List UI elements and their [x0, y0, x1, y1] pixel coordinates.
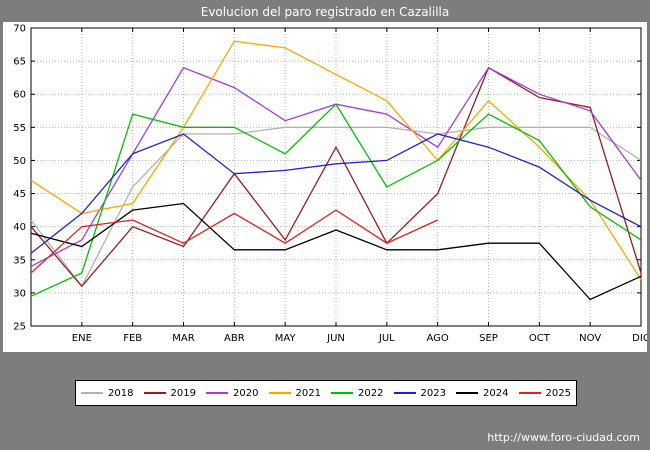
svg-text:65: 65	[13, 57, 26, 68]
legend-entry-2019: 2019	[143, 387, 196, 399]
legend-line-sample	[456, 392, 479, 394]
svg-text:25: 25	[13, 322, 26, 333]
svg-text:ENE: ENE	[72, 333, 92, 344]
legend-entry-2023: 2023	[393, 387, 446, 399]
page-title: Evolucion del paro registrado en Cazalil…	[200, 5, 450, 19]
legend-label: 2020	[233, 387, 259, 399]
svg-text:MAY: MAY	[275, 333, 297, 344]
svg-text:55: 55	[13, 123, 26, 134]
legend-label: 2025	[545, 387, 571, 399]
line-chart: 25 30 35 40 45 50 55 60 65 70 ENE FEB MAR ABR MAY JUN JU…	[13, 24, 650, 345]
chart-panel: 25 30 35 40 45 50 55 60 65 70 ENE FEB MAR ABR MAY JUN JU…	[3, 22, 650, 352]
svg-text:70: 70	[13, 24, 26, 35]
svg-text:60: 60	[13, 90, 26, 101]
legend-line-sample	[518, 392, 541, 394]
legend-entry-2025: 2025	[518, 387, 571, 399]
legend-label: 2019	[170, 387, 196, 399]
svg-text:JUL: JUL	[378, 333, 395, 344]
svg-text:30: 30	[13, 288, 26, 299]
svg-text:SEP: SEP	[479, 333, 498, 344]
legend-line-sample	[268, 392, 291, 394]
legend-entry-2024: 2024	[456, 388, 508, 399]
svg-text:MAR: MAR	[172, 333, 194, 344]
legend-entry-2018: 2018	[81, 388, 133, 399]
svg-text:40: 40	[13, 222, 26, 233]
svg-text:35: 35	[13, 255, 26, 266]
svg-text:NOV: NOV	[579, 333, 601, 344]
svg-text:50: 50	[13, 156, 26, 167]
svg-text:JUN: JUN	[326, 333, 345, 344]
legend-label: 2018	[108, 387, 134, 399]
footer-url: http://www.foro-ciudad.com	[487, 431, 640, 444]
legend-entry-2022: 2022	[331, 388, 383, 399]
legend-label: 2023	[420, 387, 446, 399]
svg-text:OCT: OCT	[529, 333, 551, 344]
legend-label: 2024	[483, 387, 509, 399]
legend-label: 2021	[295, 387, 321, 399]
svg-text:AGO: AGO	[427, 333, 449, 344]
legend-line-sample	[393, 392, 416, 394]
legend-line-sample	[81, 392, 104, 394]
legend-label: 2022	[358, 387, 384, 399]
legend-line-sample	[206, 392, 229, 394]
svg-text:ABR: ABR	[224, 333, 245, 344]
legend-entry-2020: 2020	[206, 388, 258, 399]
svg-text:45: 45	[13, 189, 26, 200]
legend-line-sample	[331, 392, 354, 394]
chart-legend: 2018 2019 2020 2021 2022 2023 2024 2025	[75, 380, 577, 406]
legend-line-sample	[143, 392, 166, 394]
legend-entry-2021: 2021	[268, 387, 321, 399]
svg-text:FEB: FEB	[123, 333, 142, 344]
svg-text:DIC: DIC	[632, 333, 647, 344]
